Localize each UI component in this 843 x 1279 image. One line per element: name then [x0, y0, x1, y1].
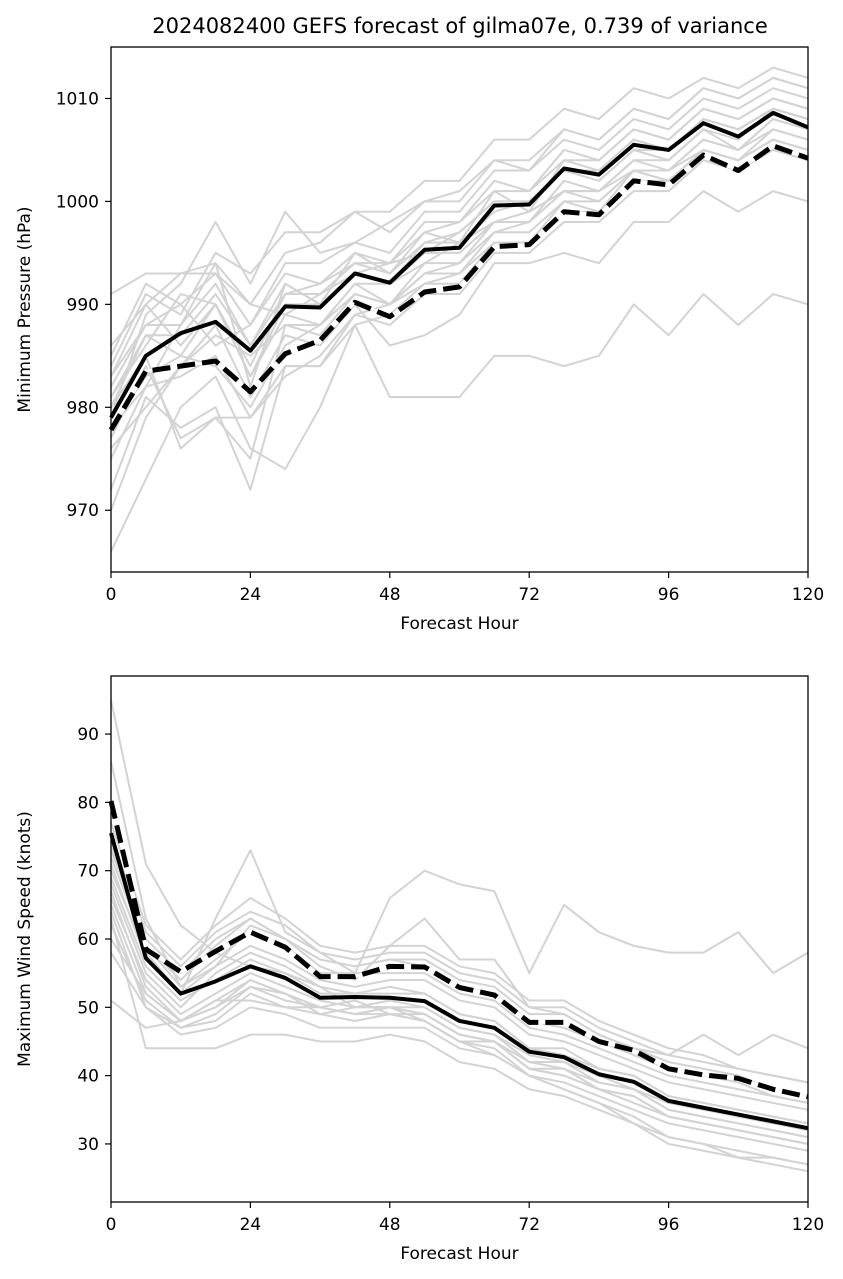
pressure-ensemble-member-line [110, 107, 809, 398]
wind-y-tick-label: 40 [77, 1067, 99, 1087]
wind-x-axis-label: Forecast Hour [400, 1244, 518, 1264]
pressure-x-tick-label: 120 [792, 585, 824, 605]
wind-panel: 0 24 48 72 96 120 30 40 50 60 70 80 90 Forecast Hour M… [15, 675, 824, 1264]
pressure-x-tick-label: 0 [106, 585, 117, 605]
wind-ensemble-member-line [110, 836, 809, 1084]
pressure-ensemble-member-line [110, 66, 809, 347]
wind-ensemble-member-line [110, 843, 809, 1104]
pressure-ensemble-member-line [110, 128, 809, 460]
wind-x-tick-label: 72 [518, 1215, 540, 1235]
pressure-x-tick-label: 96 [658, 585, 680, 605]
pressure-y-tick-label: 990 [67, 295, 99, 315]
wind-y-axis-label: Maximum Wind Speed (knots) [15, 811, 35, 1067]
wind-y-tick-label: 70 [77, 862, 99, 882]
pressure-ensemble-member-line [110, 76, 809, 367]
wind-y-tick-label: 60 [77, 930, 99, 950]
pressure-panel: 0 24 48 72 96 120 970 980 990 1000 1010 Forecast Ho… [15, 46, 824, 634]
wind-y-tick-label: 30 [77, 1135, 99, 1155]
wind-y-tick-label: 90 [77, 725, 99, 745]
wind-ensemble-member-line [110, 856, 809, 1098]
wind-ensemble-member-line [110, 877, 809, 1125]
pressure-y-tick-label: 1010 [56, 89, 99, 109]
pressure-dashed-series-line [108, 143, 809, 432]
wind-ensemble-member-line [110, 952, 809, 1152]
pressure-x-tick-label: 24 [240, 585, 262, 605]
wind-x-tick-label: 48 [379, 1215, 401, 1235]
pressure-ensemble-member-line [110, 190, 809, 511]
wind-ensemble-member-line [110, 849, 809, 995]
pressure-y-tick-label: 980 [67, 398, 99, 418]
wind-y-tick-label: 50 [77, 998, 99, 1018]
wind-y-tick-label: 80 [77, 793, 99, 813]
pressure-x-axis-label: Forecast Hour [400, 614, 518, 634]
pressure-ensemble-member-line [110, 293, 809, 552]
wind-ensemble-member-line [110, 918, 809, 1166]
wind-x-tick-label: 120 [792, 1215, 824, 1235]
wind-ensemble-member-line [110, 761, 809, 1057]
pressure-ensemble-member-line [110, 148, 809, 429]
wind-ensemble-member-line [110, 822, 809, 1084]
pressure-y-tick-label: 970 [67, 501, 99, 521]
wind-ensemble-member-line [110, 904, 809, 1145]
pressure-y-axis-label: Minimum Pressure (hPa) [15, 206, 35, 412]
pressure-ensemble-member-line [110, 87, 809, 357]
pressure-ensemble-member-line [110, 97, 809, 388]
pressure-y-tick-label: 1000 [56, 192, 99, 212]
pressure-axes-frame [110, 46, 809, 573]
pressure-x-tick-label: 72 [518, 585, 540, 605]
wind-x-tick-label: 96 [658, 1215, 680, 1235]
wind-solid-series-line [109, 832, 809, 1131]
pressure-solid-series-line [109, 110, 809, 419]
wind-x-tick-label: 24 [240, 1215, 262, 1235]
pressure-ensemble-member-line [110, 118, 809, 450]
wind-ensemble-member-line [110, 863, 809, 1111]
pressure-ensemble-member-line [110, 118, 809, 429]
wind-x-tick-label: 0 [106, 1215, 117, 1235]
pressure-x-tick-label: 48 [379, 585, 401, 605]
chart-title: 2024082400 GEFS forecast of gilma07e, 0.… [152, 14, 768, 38]
wind-dashed-series-line [108, 800, 809, 1100]
wind-ensemble-member-line [110, 897, 809, 1139]
